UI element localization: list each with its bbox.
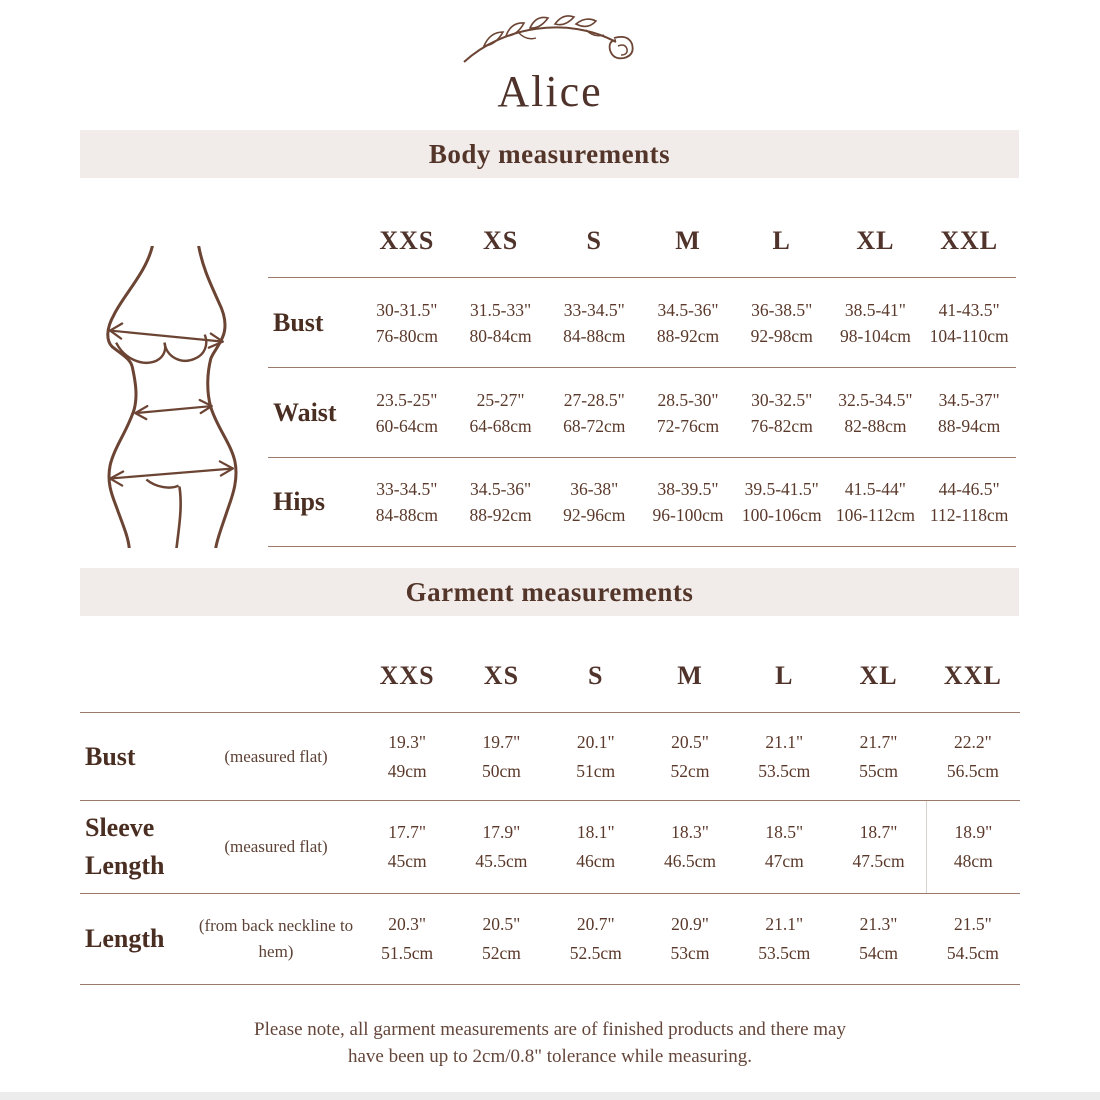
garment-sleeve-s: 18.1" 46cm	[576, 822, 616, 871]
garment-bust-s: 20.1" 51cm	[576, 731, 616, 781]
garment-length-row: Length (from back neckline to hem) 20.3"…	[80, 893, 1020, 985]
garment-length-xxl: 21.5" 54.5cm	[946, 914, 999, 963]
body-bust-xl: 38.5-41" 98-104cm	[839, 299, 911, 346]
garment-measurements-table: XXS XS S M L XL XXL Bust (measured flat)…	[80, 640, 1020, 985]
size-header-xl: XL	[856, 226, 895, 255]
garment-bust-l: 21.1" 53.5cm	[758, 731, 811, 781]
body-bust-m: 34.5-36" 88-92cm	[656, 299, 720, 346]
body-measurements-title: Body measurements	[80, 130, 1019, 178]
body-bust-xxs: 30-31.5" 76-80cm	[375, 299, 438, 346]
row-label-waist: Waist	[273, 397, 337, 427]
row-label-garment-bust: Bust	[85, 741, 136, 771]
size-header-xs: XS	[482, 226, 519, 255]
garment-length-m: 20.9" 53cm	[670, 914, 710, 963]
garment-bust-xs: 19.7" 50cm	[481, 731, 521, 781]
body-waist-s: 27-28.5" 68-72cm	[563, 389, 626, 436]
footnote-line-2: have been up to 2cm/0.8" tolerance while…	[348, 1046, 752, 1067]
g-size-header-xl: XL	[859, 661, 898, 690]
body-hips-s: 36-38" 92-96cm	[563, 479, 626, 525]
g-size-header-xs: XS	[483, 661, 520, 690]
brand-name: Alice	[497, 67, 603, 116]
body-bust-xs: 31.5-33" 80-84cm	[469, 299, 532, 346]
g-size-header-xxs: XXS	[379, 661, 435, 690]
female-torso-measurements-icon	[106, 246, 238, 548]
g-size-header-m: M	[677, 661, 703, 690]
garment-sleeve-xl: 18.7" 47.5cm	[852, 822, 905, 871]
garment-length-xl: 21.3" 54cm	[859, 914, 898, 963]
note-measured-flat: (measured flat)	[224, 837, 328, 856]
body-measurements-table: XXS XS S M L XL XXL Bust 30-31.5" 76-80cm…	[268, 205, 1016, 547]
body-bust-l: 36-38.5" 92-98cm	[750, 299, 813, 346]
size-header-s: S	[586, 226, 603, 255]
g-size-header-s: S	[587, 661, 604, 690]
garment-sleeve-l: 18.5" 47cm	[764, 822, 804, 871]
body-waist-xxl: 34.5-37" 88-94cm	[938, 389, 1001, 436]
body-hips-xs: 34.5-36" 88-92cm	[469, 479, 532, 525]
body-size-header-row: XXS XS S M L XL XXL	[268, 205, 1016, 277]
row-label-sleeve-length: Sleeve Length	[85, 813, 165, 880]
size-header-m: M	[675, 226, 701, 255]
body-hips-m: 38-39.5" 96-100cm	[652, 479, 724, 525]
garment-bust-xxl: 22.2" 56.5cm	[946, 731, 999, 781]
garment-sleeve-m: 18.3" 46.5cm	[663, 822, 716, 871]
garment-sleeve-xxs: 17.7" 45cm	[387, 822, 427, 871]
body-waist-row: Waist 23.5-25" 60-64cm 25-27" 64-68cm 27-2…	[268, 367, 1016, 457]
body-hips-xl: 41.5-44" 106-112cm	[835, 479, 915, 525]
body-hips-xxl: 44-46.5" 112-118cm	[929, 479, 1009, 525]
body-waist-l: 30-32.5" 76-82cm	[750, 389, 813, 436]
note-back-neckline-to-hem: (from back neckline to hem)	[198, 916, 354, 961]
body-bust-xxl: 41-43.5" 104-110cm	[929, 299, 1009, 346]
garment-bust-xl: 21.7" 55cm	[859, 731, 898, 781]
garment-bust-row: Bust (measured flat) 19.3" 49cm 19.7" 50cm…	[80, 712, 1020, 800]
tolerance-footnote: Please note, all garment measurements ar…	[0, 1016, 1100, 1070]
rose-branch-icon	[463, 15, 634, 63]
row-label-hips: Hips	[273, 487, 326, 516]
note-measured-flat: (measured flat)	[224, 746, 328, 766]
size-header-xxs: XXS	[379, 226, 435, 255]
size-header-l: L	[772, 226, 791, 255]
body-waist-xs: 25-27" 64-68cm	[469, 389, 532, 436]
garment-length-s: 20.7" 52.5cm	[569, 914, 622, 963]
garment-length-l: 21.1" 53.5cm	[758, 914, 811, 963]
row-label-bust: Bust	[273, 307, 324, 337]
body-hips-row: Hips 33-34.5" 84-88cm 34.5-36" 88-92cm 36-…	[268, 457, 1016, 547]
garment-length-xs: 20.5" 52cm	[481, 914, 521, 963]
body-waist-xxs: 23.5-25" 60-64cm	[375, 389, 438, 436]
body-waist-xl: 32.5-34.5" 82-88cm	[838, 389, 913, 436]
g-size-header-xxl: XXL	[943, 661, 1002, 690]
bottom-edge-strip	[0, 1092, 1100, 1100]
body-waist-m: 28.5-30" 72-76cm	[656, 389, 720, 436]
g-size-header-l: L	[775, 661, 794, 690]
garment-size-header-row: XXS XS S M L XL XXL	[80, 640, 1020, 712]
garment-bust-xxs: 19.3" 49cm	[387, 731, 427, 781]
footnote-line-1: Please note, all garment measurements ar…	[254, 1019, 846, 1040]
body-bust-s: 33-34.5" 84-88cm	[563, 299, 626, 346]
garment-sleeve-xs: 17.9" 45.5cm	[475, 822, 528, 871]
body-bust-row: Bust 30-31.5" 76-80cm 31.5-33" 80-84cm 33-…	[268, 277, 1016, 367]
size-header-xxl: XXL	[940, 226, 999, 255]
garment-sleeve-xxl: 18.9" 48cm	[925, 801, 1020, 893]
row-label-length: Length	[85, 924, 165, 953]
garment-bust-m: 20.5" 52cm	[670, 731, 710, 781]
garment-sleeve-row: Sleeve Length (measured flat) 17.7" 45cm …	[80, 800, 1020, 893]
body-hips-l: 39.5-41.5" 100-106cm	[741, 479, 822, 525]
body-hips-xxs: 33-34.5" 84-88cm	[375, 479, 438, 525]
garment-measurements-title: Garment measurements	[80, 568, 1019, 616]
garment-length-xxs: 20.3" 51.5cm	[381, 914, 434, 963]
